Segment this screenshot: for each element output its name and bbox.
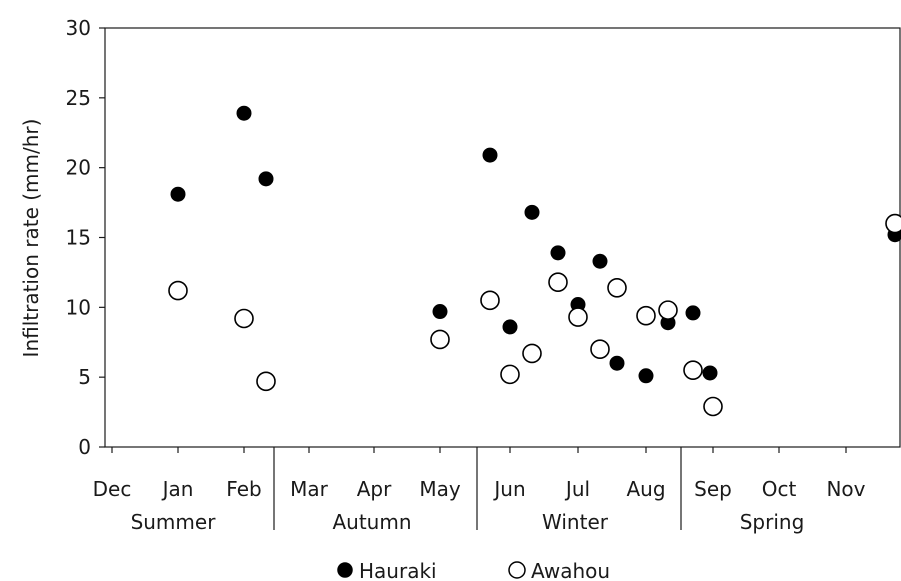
season-label: Spring [740,510,805,534]
x-tick-label: May [419,477,461,501]
hauraki-point [550,245,566,261]
legend-marker [337,562,353,578]
hauraki-point [236,105,252,121]
awahou-point [430,329,450,350]
hauraki-point [592,253,608,269]
hauraki-point [432,304,448,320]
awahou-point [885,213,901,234]
awahou-point [590,339,610,360]
y-tick-label: 0 [78,435,91,459]
x-tick-label: Jul [564,477,590,501]
awahou-point [256,371,276,392]
legend-label: Awahou [531,559,610,581]
hauraki-point [524,204,540,220]
x-tick-label: Mar [290,477,329,501]
season-label: Summer [131,510,217,534]
hauraki-point [609,355,625,371]
legend-marker [508,561,526,579]
awahou-point [683,360,703,380]
legend-label: Hauraki [359,559,437,581]
y-axis-title: Infiltration rate (mm/hr) [19,119,43,358]
awahou-point [703,396,723,417]
x-tick-label: Jan [161,477,194,501]
y-axis-label: Infiltration rate (mm/hr) [19,119,43,358]
awahou-point [500,364,520,385]
y-tick-label: 10 [66,295,91,319]
awahou-point [234,308,254,329]
hauraki-point [170,186,186,202]
y-tick-label: 30 [66,16,91,40]
hauraki-point [702,365,718,381]
awahou-point [548,272,568,292]
x-tick-labels: Dec Jan Feb Mar Apr May Jun Jul Aug Sep Oct Nov [93,477,866,501]
awahou-point [168,280,188,301]
x-tick-label: Feb [226,477,261,501]
x-tick-label: Apr [357,477,392,501]
x-tick-label: Jun [492,477,525,501]
x-tick-label: Aug [626,477,665,501]
hauraki-point [685,305,701,321]
y-tick-label: 5 [78,365,91,389]
legend: Hauraki Awahou [337,559,610,581]
awahou-point [480,290,500,311]
awahou-point [568,307,588,327]
hauraki-point [482,147,498,163]
season-label: Autumn [332,510,411,534]
season-labels: Summer Autumn Winter Spring [131,510,805,534]
hauraki-point [258,171,274,187]
awahou-point [607,277,627,298]
plot-axes [99,27,901,530]
x-tick-label: Nov [826,477,865,501]
y-tick-labels: 0 5 10 15 20 25 30 [66,16,91,459]
season-label: Winter [542,510,609,534]
x-tick-label: Dec [93,477,132,501]
x-tick-label: Oct [762,477,797,501]
awahou-point [658,300,678,320]
hauraki-point [502,319,518,335]
awahou-point [636,305,656,326]
awahou-point [522,343,542,364]
x-tick-label: Sep [694,477,732,501]
plot-frame [104,27,901,448]
y-tick-label: 15 [66,226,91,250]
y-tick-label: 25 [66,86,91,110]
hauraki-point [638,368,654,384]
data-points [168,105,901,417]
y-tick-label: 20 [66,156,91,180]
